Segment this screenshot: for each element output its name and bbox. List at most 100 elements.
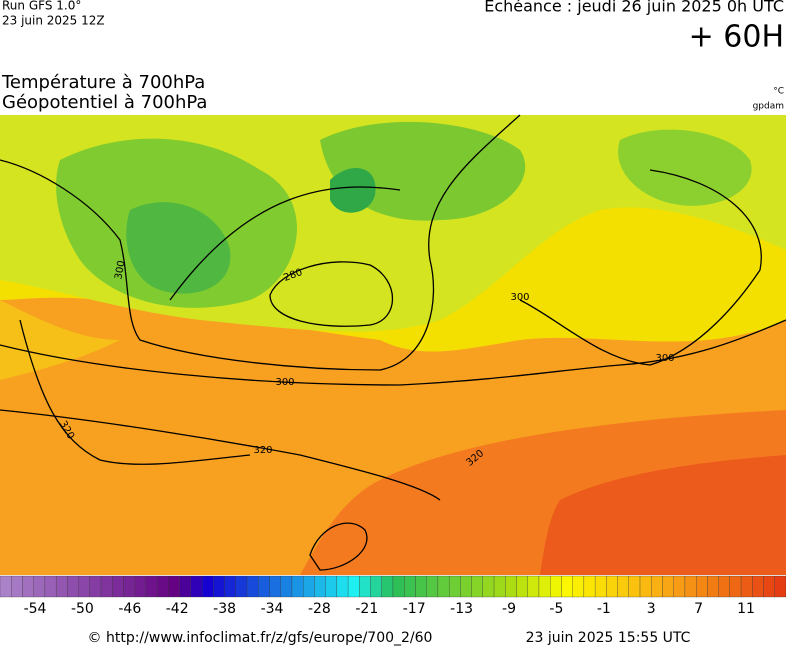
color-swatch (314, 575, 326, 598)
color-swatch (44, 575, 57, 598)
colorbar-label: -50 (71, 601, 94, 617)
color-swatch (437, 575, 450, 598)
color-swatch (359, 575, 371, 598)
color-swatch (0, 575, 12, 598)
hot-zone (540, 455, 786, 575)
green-zone (618, 129, 752, 206)
contour-label: 320 (253, 445, 272, 456)
color-swatch (381, 575, 394, 598)
color-swatch (763, 575, 775, 598)
color-swatch (572, 575, 585, 598)
color-swatch (404, 575, 416, 598)
contour (0, 114, 521, 371)
color-swatch (471, 575, 483, 598)
color-swatch (460, 575, 472, 598)
color-swatch (78, 575, 90, 598)
color-swatch (168, 575, 180, 598)
color-swatch (213, 575, 225, 598)
unit: °C (773, 87, 784, 97)
colorbar-label: -28 (308, 601, 331, 617)
color-swatch (291, 575, 304, 598)
green-zone (330, 168, 376, 213)
color-swatch (516, 575, 528, 598)
lead-time: + 60H (689, 20, 784, 55)
colorbar-label: -46 (118, 601, 141, 617)
color-swatch (561, 575, 573, 598)
colorbar-label: -42 (166, 601, 189, 617)
contour-label: 300 (113, 260, 127, 281)
color-swatch (617, 575, 629, 598)
map (0, 114, 786, 575)
color-swatch (246, 575, 259, 598)
colorbar-label: -54 (24, 601, 47, 617)
color-swatch (33, 575, 46, 598)
color-swatch (696, 575, 708, 598)
color-swatch (684, 575, 697, 598)
color-swatch (269, 575, 281, 598)
color-swatch (606, 575, 618, 598)
color-swatch (740, 575, 753, 598)
color-swatch (583, 575, 596, 598)
contour (169, 186, 401, 301)
color-swatch (426, 575, 439, 598)
color-swatch (224, 575, 236, 598)
color-swatch (134, 575, 147, 598)
colorbar: -54 -50 -46 -42 -38 -34 -28 -21 -17 -13 -9 -5 -1 3 7 11… (0, 575, 786, 617)
color-swatch (673, 575, 686, 598)
color-swatch (538, 575, 551, 598)
color-swatch (651, 575, 663, 598)
colorbar-label: 3 (647, 601, 656, 617)
light-orange (0, 300, 120, 380)
color-swatch (100, 575, 113, 598)
color-swatch (157, 575, 169, 598)
colorbar-label: -21 (355, 601, 378, 617)
color-swatch (258, 575, 270, 598)
color-swatch (774, 575, 786, 598)
color-swatch (707, 575, 719, 598)
color-swatch (662, 575, 674, 598)
color-swatch (89, 575, 102, 598)
run-date: 23 juin 2025 12Z (2, 14, 105, 28)
title-line: Géopotentiel à 700hPa (2, 92, 207, 113)
unit: gpdam (753, 102, 784, 112)
color-swatch (718, 575, 731, 598)
color-swatch (112, 575, 124, 598)
colorbar-label: 11 (737, 601, 755, 617)
color-swatch (190, 575, 203, 598)
echeance: Echéance : jeudi 26 juin 2025 0h UTC (484, 0, 784, 16)
contour (519, 169, 762, 366)
color-swatch (628, 575, 641, 598)
green-zone (126, 202, 231, 294)
colorbar-label: -34 (261, 601, 284, 617)
contour (0, 409, 441, 501)
colorbar-label: -1 (597, 601, 611, 617)
color-swatch (482, 575, 495, 598)
contour (269, 261, 393, 327)
color-swatch (11, 575, 23, 598)
color-swatch (201, 575, 214, 598)
contour (0, 319, 786, 386)
colorbar-label: -9 (502, 601, 516, 617)
color-swatch (67, 575, 79, 598)
contour-label: 300 (275, 377, 294, 388)
run-label: Run GFS 1.0° (2, 0, 81, 13)
contours (0, 114, 786, 571)
contour-label: 300 (655, 353, 674, 364)
color-swatch (145, 575, 158, 598)
color-swatch (505, 575, 517, 598)
color-swatch (22, 575, 34, 598)
colorbar-label: 15 (784, 601, 786, 617)
color-swatch (550, 575, 562, 598)
color-swatch (392, 575, 405, 598)
color-swatch (123, 575, 135, 598)
color-swatch (325, 575, 338, 598)
contour (309, 522, 368, 571)
color-swatch (55, 575, 68, 598)
color-swatch (336, 575, 349, 598)
contour-label: 300 (510, 292, 529, 303)
colorbar-label: -38 (213, 601, 236, 617)
title-line: Température à 700hPa (1, 72, 205, 93)
color-swatch (527, 575, 540, 598)
colorbar-label: -17 (403, 601, 426, 617)
